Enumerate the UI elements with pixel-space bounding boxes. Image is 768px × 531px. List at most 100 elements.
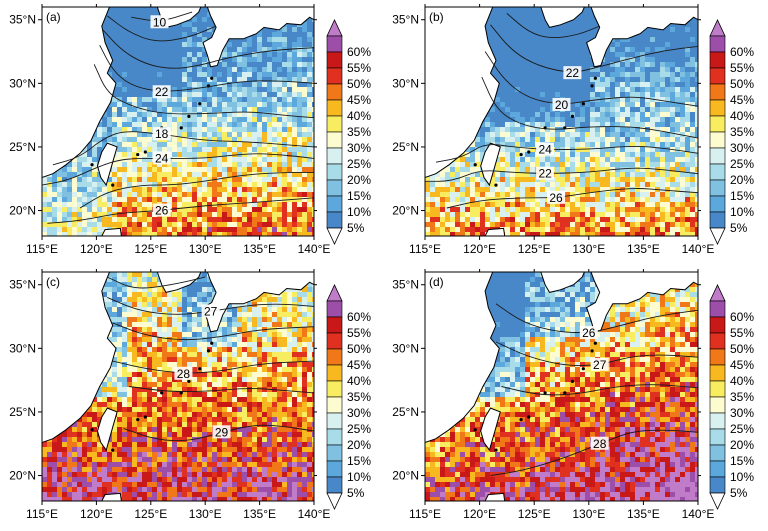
colorbar-label: 50% [347,342,371,356]
panel-frame [41,6,315,237]
colorbar-label: 40% [730,109,754,123]
colorbar-label: 35% [347,125,371,139]
x-tick-label: 140°E [298,507,331,521]
colorbar-label: 60% [730,45,754,59]
contour-label: 29 [215,425,229,439]
colorbar-over-triangle [326,19,343,37]
contour-label: 24 [155,151,169,165]
colorbar-swatch [709,51,726,69]
colorbar-label: 25% [730,157,754,171]
contour-line [425,167,698,182]
probability-field: 27 28 29 [42,272,314,501]
colorbar-swatch [709,195,726,213]
contour-label: 10 [153,15,167,29]
contour-label: 18 [155,127,169,141]
contour-label: 22 [538,167,552,181]
colorbar-swatch [326,428,343,446]
x-tick-label: 135°E [627,507,660,521]
colorbar-label: 50% [347,77,371,91]
panel-frame [41,271,315,502]
colorbar-swatch [709,179,726,197]
colorbar-under-triangle [326,492,343,510]
colorbar-label: 30% [730,406,754,420]
panel-frame [424,6,699,237]
colorbar-label: 15% [347,454,371,468]
colorbar-label: 30% [347,406,371,420]
colorbar-swatch [709,99,726,117]
x-tick-label: 135°E [627,242,660,256]
map-panel-b: 22 20 24 22 26 (b) 115°E 120°E 125°E 130°E 135°E 14… [392,4,714,256]
contour-line [42,153,314,186]
colorbar-swatch [326,396,343,414]
colorbar-swatch [326,35,343,53]
colorbar-label: 10% [347,205,371,219]
contour-line [495,341,698,367]
colorbar-swatch [326,460,343,478]
colorbar-label: 40% [347,109,371,123]
colorbar-label: 55% [347,61,371,75]
colorbar-swatch [326,412,343,430]
colorbar-label: 55% [730,61,754,75]
colorbar-label: 30% [730,141,754,155]
y-tick-label: 35°N [9,13,36,27]
contour-line [506,13,600,39]
probability-field: 26 27 28 [425,272,698,501]
colorbar-swatch [709,211,726,229]
y-tick-label: 25°N [392,140,419,154]
colorbar-swatch [709,131,726,149]
x-tick-label: 115°E [26,242,58,256]
colorbar-label: 60% [347,45,371,59]
map-panel-c: 27 28 29 (c) 115°E 120°E 125°E 130°E 135°E 140°E 3… [9,269,330,521]
y-tick-label: 35°N [9,278,36,292]
sst-contours: 26 27 28 [490,303,698,477]
y-tick-label: 35°N [392,13,419,27]
contour-label: 20 [555,98,569,112]
colorbar-label: 30% [347,141,371,155]
x-tick-label: 115°E [409,507,441,521]
contour-line [123,424,314,442]
contour-line [435,144,698,163]
colorbar-label: 5% [730,221,748,235]
colorbar-swatch [709,364,726,382]
colorbar-label: 60% [347,310,371,324]
colorbar-label: 60% [730,310,754,324]
y-tick-label: 20°N [392,204,419,218]
colorbar-swatch [709,332,726,350]
x-tick-label: 115°E [26,507,58,521]
colorbar-label: 5% [347,486,365,500]
colorbar-swatch [326,332,343,350]
contour-label: 28 [593,437,607,451]
x-tick-label: 120°E [80,507,113,521]
contour-label: 27 [593,358,607,372]
x-tick-label: 130°E [189,507,222,521]
colorbar-under-triangle [326,227,343,245]
colorbar-swatch [709,83,726,101]
colorbar-swatch [709,147,726,165]
colorbar: 60% 55% 50% 45% 40% 35% 30% 25% 20% 15% 10% 5% [326,19,371,245]
y-tick-label: 30°N [392,341,419,355]
contour-label: 26 [155,204,169,218]
colorbar-label: 20% [347,438,371,452]
contour-line [112,322,314,341]
x-tick-label: 130°E [189,242,222,256]
panel-label: (d) [429,275,444,289]
probability-field: 22 20 24 22 26 [425,7,698,236]
x-tick-label: 125°E [518,507,551,521]
colorbar-label: 20% [730,438,754,452]
colorbar-swatch [709,380,726,398]
panel-frame [424,271,699,502]
colorbar-label: 35% [347,390,371,404]
colorbar-swatch [709,300,726,318]
y-tick-label: 30°N [392,76,419,90]
colorbar-swatch [326,67,343,85]
x-tick-label: 125°E [134,242,167,256]
colorbar-label: 10% [730,470,754,484]
colorbar-label: 25% [347,422,371,436]
map-panel-d: 26 27 28 (d) 115°E 120°E 125°E 130°E 135°E 140°E 3… [392,269,714,521]
contour-line [128,386,314,394]
contour-line [495,303,698,333]
x-tick-label: 130°E [572,242,605,256]
contour-label: 27 [204,304,218,318]
x-tick-label: 125°E [134,507,167,521]
colorbar-swatch [709,444,726,462]
